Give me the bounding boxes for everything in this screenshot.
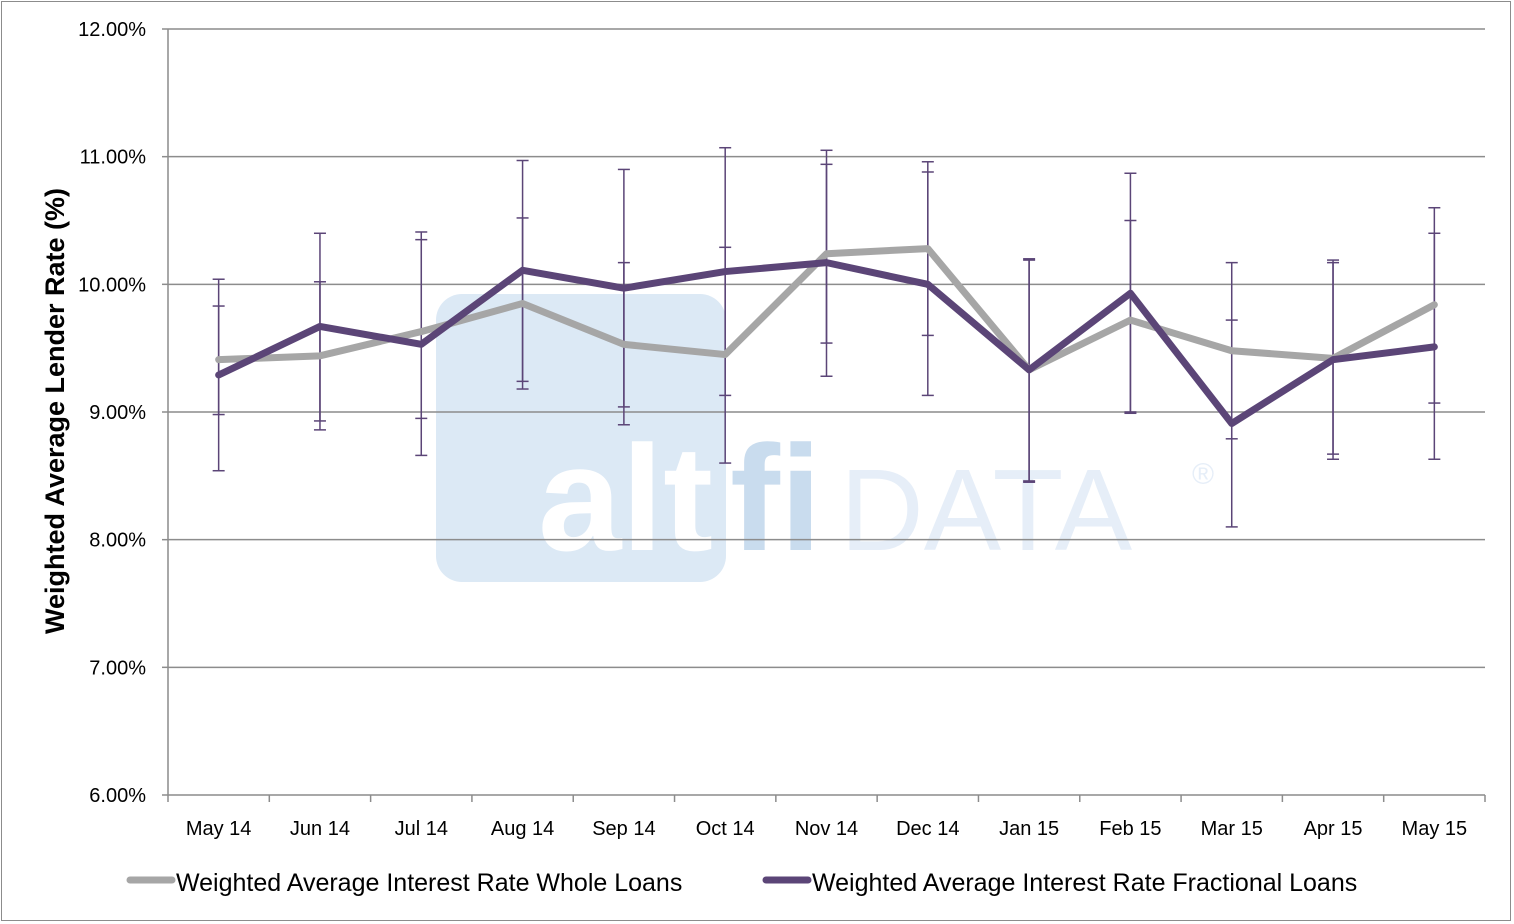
watermark-alt-text: alt <box>538 414 713 582</box>
x-tick-label: Aug 14 <box>491 818 554 840</box>
y-tick-label: 10.00% <box>78 274 146 296</box>
series-line-1 <box>215 259 1438 427</box>
x-tick-label: Nov 14 <box>795 818 858 840</box>
legend: Weighted Average Interest Rate Whole Loa… <box>126 869 1357 897</box>
legend-label-1: Weighted Average Interest Rate Fractiona… <box>812 869 1357 897</box>
x-tick-label: May 15 <box>1402 818 1468 840</box>
y-tick-labels: 6.00% 7.00% 8.00% 9.00% 10.00% 11.00% 12.00% <box>78 19 146 807</box>
x-tick-label: May 14 <box>186 818 252 840</box>
watermark-registered-mark: ® <box>1192 458 1214 491</box>
x-tick-label: Jun 14 <box>290 818 350 840</box>
x-tick-label: Oct 14 <box>696 818 755 840</box>
x-tick-label: Jan 15 <box>999 818 1059 840</box>
x-tick-label: Feb 15 <box>1099 818 1161 840</box>
series-line-0 <box>215 245 1438 374</box>
watermark-logo-box <box>436 294 726 582</box>
axes <box>162 28 1486 802</box>
y-tick-label: 7.00% <box>89 657 146 679</box>
watermark-fi-text: fi <box>730 414 822 582</box>
x-tick-label: Sep 14 <box>592 818 655 840</box>
watermark-data-text: DATA <box>840 445 1133 575</box>
x-tick-label: Mar 15 <box>1201 818 1263 840</box>
y-tick-label: 8.00% <box>89 530 146 552</box>
y-tick-label: 12.00% <box>78 19 146 41</box>
y-axis-label: Weighted Average Lender Rate (%) <box>40 188 70 634</box>
y-tick-label: 11.00% <box>80 147 147 169</box>
y-tick-label: 9.00% <box>89 402 146 424</box>
series-lines <box>215 245 1438 427</box>
x-tick-label: Dec 14 <box>896 818 959 840</box>
altfi-data-watermark: alt fi DATA ® <box>436 294 1214 582</box>
x-tick-label: Jul 14 <box>395 818 448 840</box>
x-tick-labels: May 14 Jun 14 Jul 14 Aug 14 Sep 14 Oct 14 Nov … <box>186 818 1467 840</box>
legend-label-0: Weighted Average Interest Rate Whole Loa… <box>176 869 682 897</box>
x-tick-label: Apr 15 <box>1304 818 1363 840</box>
y-tick-label: 6.00% <box>89 785 146 807</box>
